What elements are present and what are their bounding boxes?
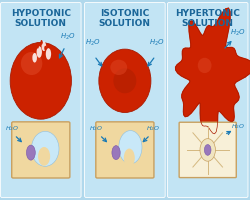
- Ellipse shape: [44, 46, 46, 51]
- Ellipse shape: [10, 42, 71, 119]
- Ellipse shape: [36, 44, 39, 49]
- Text: HYPOTONIC
SOLUTION: HYPOTONIC SOLUTION: [11, 9, 70, 28]
- Ellipse shape: [21, 52, 42, 75]
- FancyBboxPatch shape: [178, 122, 235, 178]
- Ellipse shape: [42, 41, 46, 51]
- FancyBboxPatch shape: [167, 2, 247, 198]
- Ellipse shape: [199, 139, 214, 161]
- Text: $H_2O$: $H_2O$: [148, 37, 164, 47]
- FancyBboxPatch shape: [96, 122, 153, 178]
- Text: $H_2O$: $H_2O$: [5, 124, 19, 133]
- Ellipse shape: [113, 68, 136, 93]
- Ellipse shape: [40, 40, 42, 45]
- Text: $H_2O$: $H_2O$: [89, 124, 103, 133]
- Text: $H_2O$: $H_2O$: [84, 37, 100, 47]
- Ellipse shape: [32, 53, 37, 63]
- Text: ISOTONIC
SOLUTION: ISOTONIC SOLUTION: [98, 9, 150, 28]
- Ellipse shape: [31, 131, 59, 166]
- Text: HYPERTONIC
SOLUTION: HYPERTONIC SOLUTION: [174, 9, 239, 28]
- Ellipse shape: [123, 149, 134, 167]
- Ellipse shape: [110, 60, 127, 75]
- Ellipse shape: [36, 46, 42, 58]
- Text: $H_2O$: $H_2O$: [230, 122, 244, 131]
- FancyBboxPatch shape: [0, 2, 81, 198]
- Ellipse shape: [46, 48, 51, 60]
- Ellipse shape: [98, 49, 150, 112]
- FancyBboxPatch shape: [84, 2, 164, 198]
- Text: $H_2O$: $H_2O$: [230, 28, 245, 38]
- Ellipse shape: [38, 147, 50, 166]
- Ellipse shape: [26, 145, 35, 160]
- Ellipse shape: [112, 146, 120, 160]
- Text: $H_2O$: $H_2O$: [60, 32, 75, 42]
- Polygon shape: [175, 8, 250, 134]
- FancyBboxPatch shape: [12, 122, 70, 178]
- Text: $H_2O$: $H_2O$: [146, 124, 160, 133]
- Ellipse shape: [204, 145, 210, 155]
- Ellipse shape: [118, 131, 142, 164]
- Ellipse shape: [197, 58, 211, 73]
